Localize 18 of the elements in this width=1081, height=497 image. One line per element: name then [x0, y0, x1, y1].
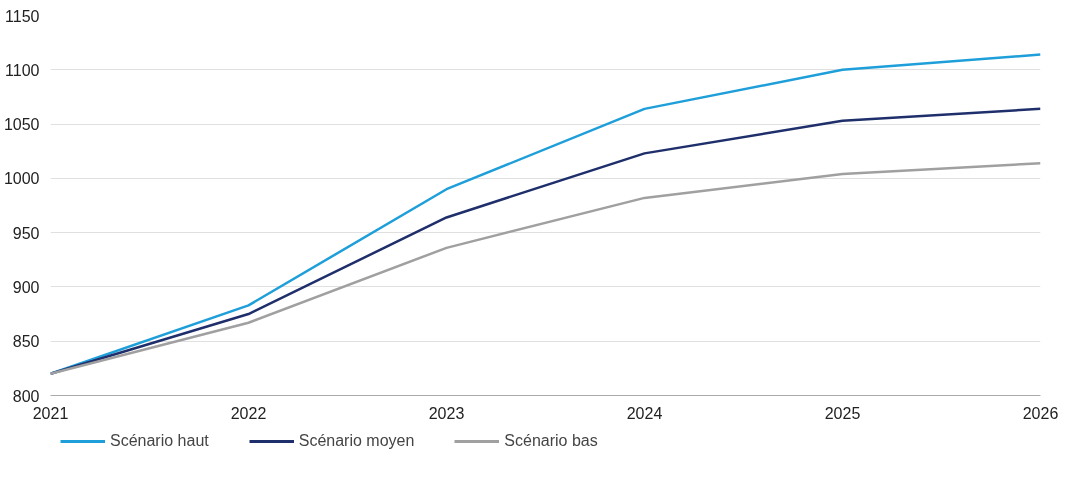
- y-tick-label: 850: [12, 333, 40, 351]
- y-tick-label: 900: [12, 278, 40, 296]
- x-tick-label: 2026: [1022, 404, 1059, 422]
- y-tick-label: 1100: [5, 61, 40, 79]
- y-tick-label: 950: [12, 224, 40, 242]
- y-tick-label: 800: [12, 387, 40, 405]
- y-tick-label: 1050: [3, 116, 40, 134]
- y-tick-label: 1000: [3, 170, 40, 188]
- y-tick-label: 1150: [5, 7, 40, 25]
- line-series: [50, 161, 1041, 376]
- x-tick-label: 2021: [32, 404, 69, 422]
- legend-label: Scénario bas: [504, 432, 598, 450]
- x-tick-label: 2024: [626, 404, 663, 422]
- legend-label: Scénario haut: [110, 432, 209, 450]
- x-tick-label: 2025: [824, 404, 861, 422]
- x-tick-label: 2023: [428, 404, 465, 422]
- legend-label: Scénario moyen: [298, 432, 415, 450]
- x-tick-label: 2022: [230, 404, 267, 422]
